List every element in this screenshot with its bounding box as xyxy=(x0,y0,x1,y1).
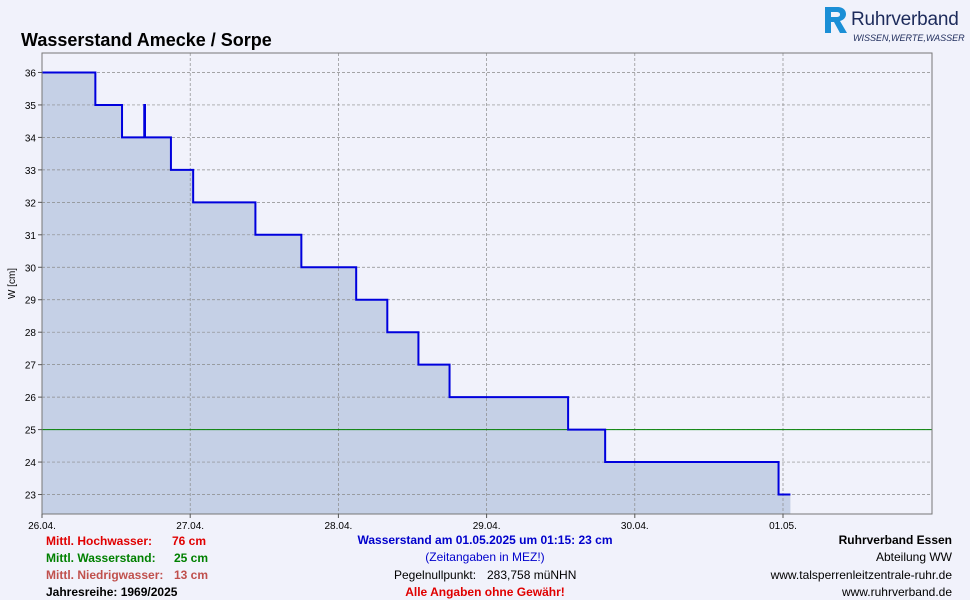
website-link-ruhrverband[interactable]: www.ruhrverband.de xyxy=(841,585,952,599)
department-name: Abteilung WW xyxy=(875,550,952,564)
water-level-area xyxy=(42,72,791,514)
y-tick-label: 25 xyxy=(25,426,37,437)
y-tick-label: 32 xyxy=(25,198,37,209)
gauge-zero-label: Pegelnullpunkt: xyxy=(394,568,477,582)
mean-high-water-value: 76 cm xyxy=(172,534,207,548)
chart-title: Wasserstand Amecke / Sorpe xyxy=(21,30,272,50)
website-link-talsperren[interactable]: www.talsperrenleitzentrale-ruhr.de xyxy=(770,568,952,582)
mean-low-water-value: 13 cm xyxy=(174,568,209,582)
disclaimer: Alle Angaben ohne Gewähr! xyxy=(405,585,565,599)
x-tick-label: 28.04. xyxy=(324,521,352,532)
logo-name: Ruhrverband xyxy=(851,9,959,30)
ruhrverband-logo-icon xyxy=(825,7,847,33)
x-tick-label: 26.04. xyxy=(28,521,56,532)
y-tick-label: 28 xyxy=(25,328,37,339)
organization-name: Ruhrverband Essen xyxy=(838,533,952,547)
timezone-note: (Zeitangaben in MEZ!) xyxy=(425,550,545,564)
x-tick-label: 30.04. xyxy=(621,521,649,532)
year-series-label: Jahresreihe: 1969/2025 xyxy=(46,585,178,599)
y-axis-label: W [cm] xyxy=(7,268,18,299)
logo-claim: WISSEN,WERTE,WASSER xyxy=(853,33,965,43)
ruhrverband-logo: Ruhrverband WISSEN,WERTE,WASSER xyxy=(823,6,965,46)
y-tick-label: 34 xyxy=(25,133,37,144)
x-tick-label: 01.05. xyxy=(769,521,797,532)
y-tick-label: 23 xyxy=(25,491,37,502)
y-tick-label: 26 xyxy=(25,393,37,404)
y-tick-label: 36 xyxy=(25,68,37,79)
y-tick-label: 24 xyxy=(25,458,37,469)
mean-water-level-value: 25 cm xyxy=(174,551,209,565)
y-tick-label: 31 xyxy=(25,231,37,242)
x-tick-label: 29.04. xyxy=(473,521,501,532)
y-tick-label: 35 xyxy=(25,101,37,112)
y-tick-label: 27 xyxy=(25,361,37,372)
y-tick-label: 30 xyxy=(25,263,37,274)
mean-high-water-label: Mittl. Hochwasser: xyxy=(46,534,153,548)
x-tick-label: 27.04. xyxy=(176,521,204,532)
current-water-level: Wasserstand am 01.05.2025 um 01:15: 23 c… xyxy=(357,533,613,547)
y-tick-label: 29 xyxy=(25,296,37,307)
gauge-zero-value: 283,758 müNHN xyxy=(487,568,577,582)
water-level-line xyxy=(42,71,791,496)
y-tick-label: 33 xyxy=(25,166,37,177)
mean-low-water-label: Mittl. Niedrigwasser: xyxy=(46,568,164,582)
mean-water-level-label: Mittl. Wasserstand: xyxy=(46,551,156,565)
